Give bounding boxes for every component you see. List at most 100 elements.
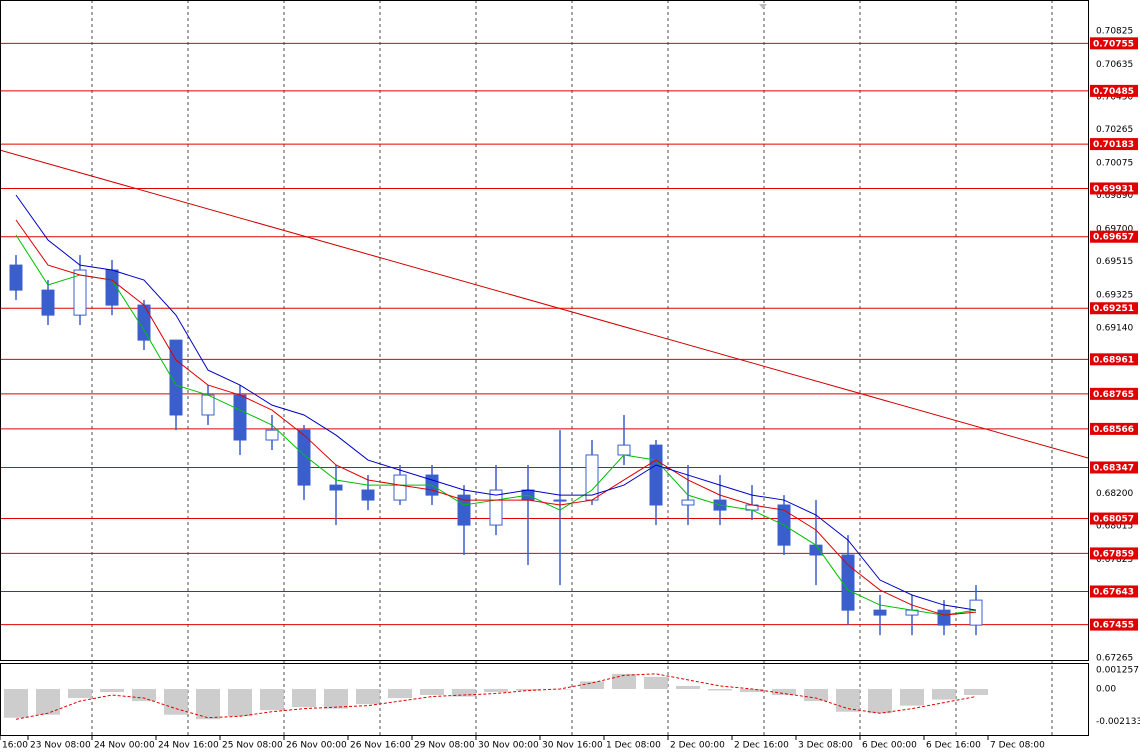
- level-tag: [1090, 461, 1138, 474]
- level-tag: [1090, 618, 1138, 631]
- plot: [0, 42, 1089, 720]
- x-tick-label: 16:00: [2, 741, 28, 751]
- level-label: 0.70755: [1093, 39, 1134, 49]
- level-label: 0.70183: [1093, 140, 1134, 150]
- moving-average: [15, 219, 977, 616]
- level-label: 0.69657: [1093, 233, 1134, 243]
- level-label: 0.67643: [1093, 587, 1134, 597]
- level-tag: [1090, 547, 1138, 560]
- osc-bar: [772, 688, 796, 696]
- main-frame: [0, 0, 1089, 661]
- candle-body: [681, 499, 695, 506]
- candle-body: [361, 489, 375, 501]
- trendline: [0, 149, 1089, 459]
- osc-bar: [4, 688, 28, 718]
- osc-bar: [324, 688, 348, 709]
- y-tick-label: 0.001257: [1096, 665, 1139, 675]
- x-tick-label: 1 Dec 08:00: [606, 741, 661, 751]
- level-tag: [1090, 37, 1138, 50]
- level-tag: [1090, 84, 1138, 97]
- y-tick-label: 0.70450: [1096, 93, 1133, 103]
- x-tick-label: 26 Nov 00:00: [286, 741, 347, 751]
- candle-body: [553, 499, 567, 502]
- x-tick-label: 30 Nov 16:00: [542, 741, 603, 751]
- y-tick-label: 0.67825: [1096, 555, 1133, 565]
- osc-bar: [356, 688, 380, 705]
- y-tick-label: 0.70825: [1096, 27, 1133, 37]
- osc-bar: [900, 688, 924, 706]
- candle-body: [9, 264, 23, 291]
- candle-body: [265, 429, 279, 441]
- shift-marker: [759, 4, 767, 9]
- y-tick-label: 0.68200: [1096, 489, 1133, 499]
- candle-body: [73, 269, 87, 316]
- x-tick-label: 26 Nov 16:00: [350, 741, 411, 751]
- level-tag: [1090, 353, 1138, 366]
- level-label: 0.67859: [1093, 549, 1134, 559]
- y-tick-label: 0.69515: [1096, 257, 1133, 267]
- x-tick-label: 24 Nov 16:00: [158, 741, 219, 751]
- level-tag: [1090, 230, 1138, 243]
- candle-body: [489, 489, 503, 526]
- level-tag: [1090, 585, 1138, 598]
- level-label: 0.67455: [1093, 621, 1134, 631]
- osc-bar: [228, 688, 252, 717]
- osc-bar: [868, 688, 892, 714]
- x-tick-label: 3 Dec 08:00: [798, 741, 853, 751]
- osc-bar: [164, 688, 188, 715]
- x-tick-label: 2 Dec 16:00: [734, 741, 789, 751]
- candle-body: [617, 444, 631, 456]
- osc-bar: [68, 688, 92, 699]
- osc-bar: [964, 688, 988, 696]
- candle-body: [233, 394, 247, 441]
- level-tag: [1090, 422, 1138, 435]
- candle-body: [809, 544, 823, 556]
- sub-frame: [0, 663, 1089, 736]
- osc-bar: [932, 688, 956, 700]
- osc-bar: [580, 681, 604, 689]
- osc-bar: [676, 685, 700, 689]
- level-label: 0.68057: [1093, 515, 1134, 525]
- y-tick-label: 0.69325: [1096, 291, 1133, 301]
- level-label: 0.68566: [1093, 425, 1134, 435]
- x-tick-label: 29 Nov 08:00: [414, 741, 475, 751]
- osc-bar: [452, 688, 476, 697]
- osc-bar: [836, 688, 860, 712]
- osc-bar: [484, 688, 508, 693]
- osc-bar: [740, 688, 764, 693]
- candle-body: [873, 609, 887, 616]
- level-tag: [1090, 512, 1138, 525]
- y-tick-label: 0.69140: [1096, 323, 1133, 333]
- level-label: 0.70485: [1093, 87, 1134, 97]
- x-tick-label: 25 Nov 08:00: [222, 741, 283, 751]
- axes: 0.70825 0.70635 0.70450 0.70265 0.70075 0.698…: [0, 27, 1140, 751]
- level-tag: [1090, 387, 1138, 400]
- x-tick-label: 23 Nov 08:00: [30, 741, 91, 751]
- x-tick-label: 7 Dec 08:00: [990, 741, 1045, 751]
- candle-body: [169, 339, 183, 416]
- candle-body: [297, 429, 311, 486]
- level-tag: [1090, 138, 1138, 151]
- candle-body: [937, 609, 951, 626]
- level-label: 0.68961: [1093, 355, 1134, 365]
- osc-bar: [196, 688, 220, 720]
- signal-line: [15, 673, 977, 720]
- x-tick-label: 6 Dec 00:00: [862, 741, 917, 751]
- osc-bar: [804, 688, 828, 702]
- level-label: 0.69931: [1093, 184, 1134, 194]
- y-tick-label: 0.70265: [1096, 125, 1133, 135]
- y-tick-label: 0.70075: [1096, 159, 1133, 169]
- y-tick-label: 0.69890: [1096, 191, 1133, 201]
- candle-body: [201, 394, 215, 416]
- x-tick-label: 6 Dec 16:00: [926, 741, 981, 751]
- candle-body: [841, 554, 855, 611]
- x-tick-label: 2 Dec 00:00: [670, 741, 725, 751]
- level-label: 0.68765: [1093, 390, 1134, 400]
- y-tick-label: 0.70635: [1096, 60, 1133, 70]
- osc-bar: [260, 688, 284, 711]
- osc-bar: [100, 688, 124, 693]
- level-tag: [1090, 182, 1138, 195]
- moving-average: [15, 194, 977, 611]
- level-label: 0.69251: [1093, 304, 1134, 314]
